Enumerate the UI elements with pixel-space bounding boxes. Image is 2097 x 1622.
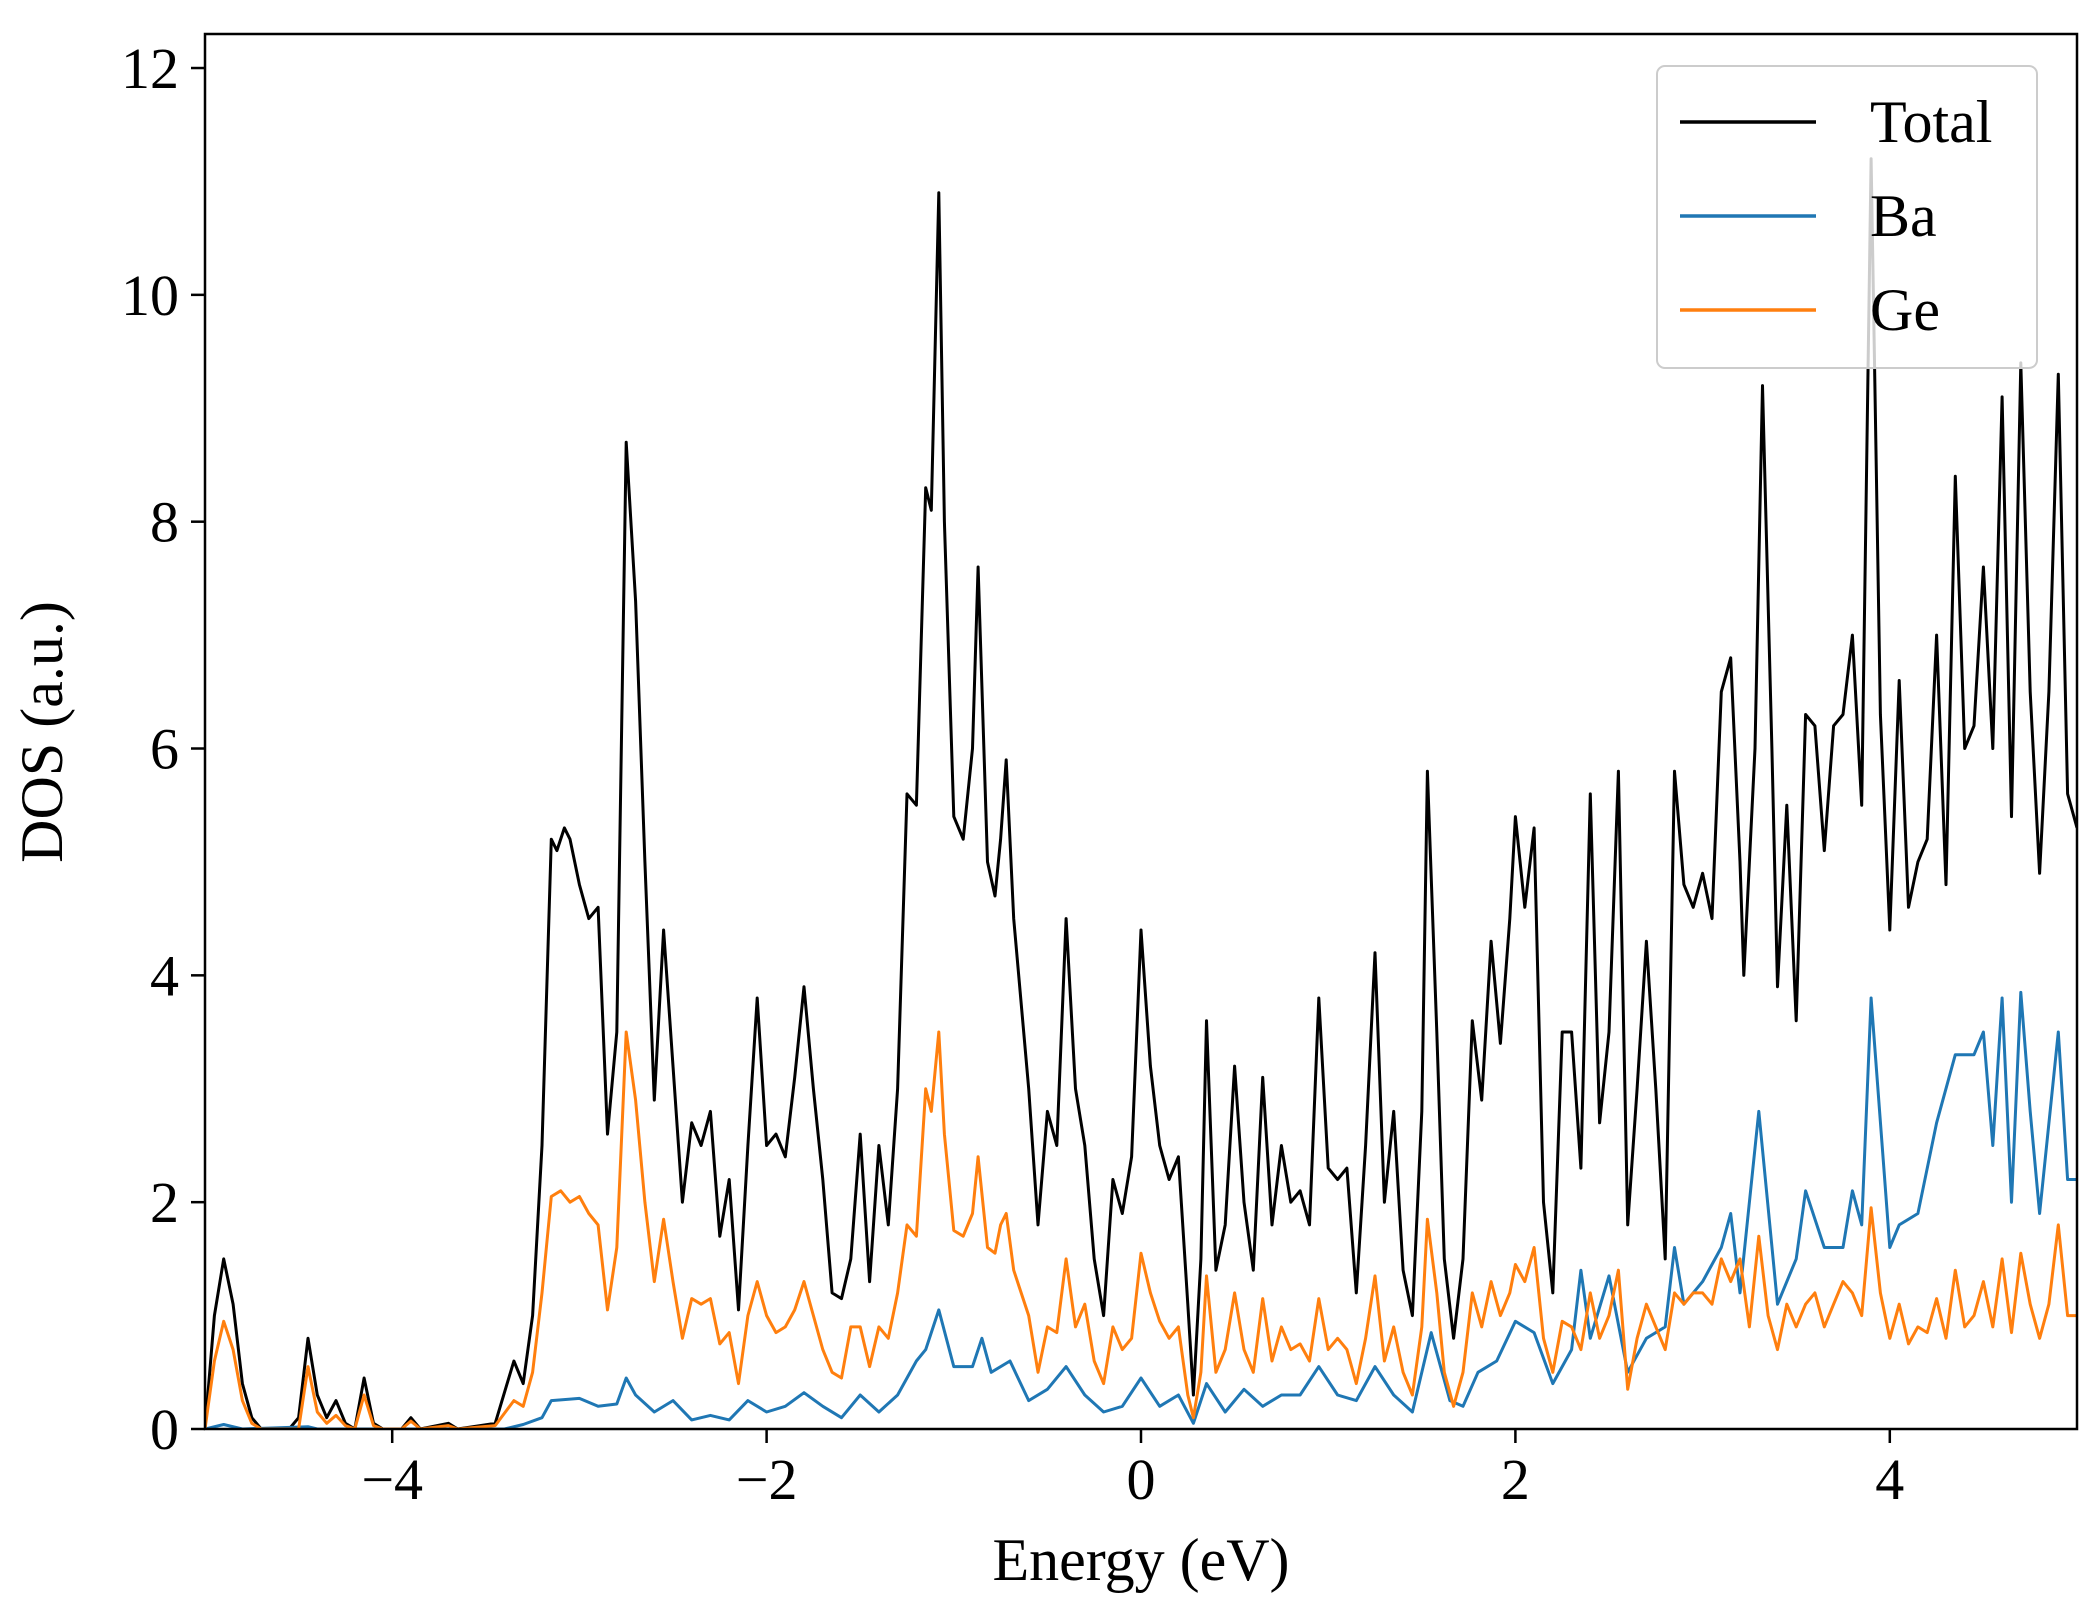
x-tick-label: 4 [1875,1447,1904,1512]
y-tick-label: 0 [150,1397,179,1462]
y-axis-label: DOS (a.u.) [9,601,75,863]
x-axis-label: Energy (eV) [992,1527,1289,1593]
y-tick-label: 10 [121,263,179,328]
legend-label-ba: Ba [1870,183,1937,249]
y-tick-label: 2 [150,1170,179,1235]
y-tick-label: 6 [150,717,179,782]
legend-label-ge: Ge [1870,277,1940,343]
x-tick-label: 0 [1127,1447,1156,1512]
legend-items: Total Ba Ge [1680,89,1992,343]
y-tick-label: 12 [121,36,179,101]
y-axis: 0 2 4 6 8 10 12 [121,36,205,1462]
y-tick-label: 4 [150,943,179,1008]
x-tick-label: 2 [1501,1447,1530,1512]
legend-box [1656,65,2038,369]
x-tick-label: −2 [736,1447,798,1512]
x-tick-label: −4 [361,1447,423,1512]
series-line-total [205,157,2077,1429]
legend: Total Ba Ge [1656,65,2038,369]
series-layer [205,157,2077,1429]
y-tick-label: 8 [150,490,179,555]
series-line-ba [205,990,2077,1429]
x-axis: −4 −2 0 2 4 [361,1429,1904,1512]
legend-label-total: Total [1870,89,1992,155]
series-line-ge [205,1030,2077,1429]
